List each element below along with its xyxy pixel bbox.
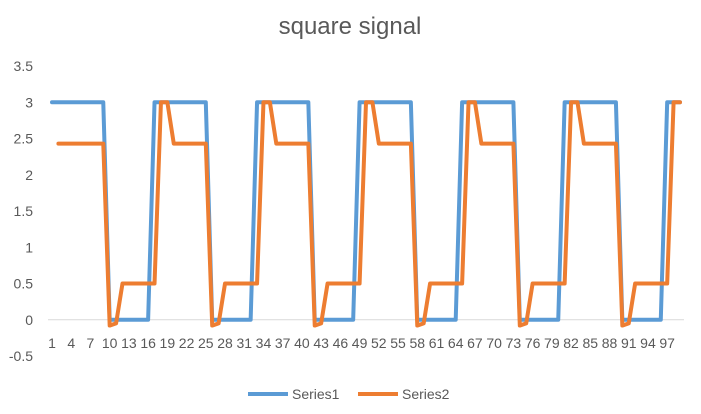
x-tick-label: 10 — [102, 335, 118, 351]
x-tick-label: 19 — [160, 335, 176, 351]
x-tick-label: 70 — [486, 335, 502, 351]
y-tick-label: 1 — [25, 239, 33, 255]
x-tick-label: 67 — [467, 335, 483, 351]
y-axis-ticks: 3.5 3 2.5 2 1.5 1 0.5 0 -0.5 — [9, 58, 33, 364]
x-tick-label: 76 — [525, 335, 541, 351]
x-tick-label: 73 — [506, 335, 522, 351]
y-tick-label: -0.5 — [9, 348, 33, 364]
x-axis-ticks: 1 4 7 10 13 16 19 22 25 28 31 34 37 40 43 46 49 52 55 58 61 6… — [48, 335, 675, 351]
x-tick-label: 85 — [582, 335, 598, 351]
x-tick-label: 46 — [333, 335, 349, 351]
legend-label: Series1 — [292, 386, 340, 402]
x-tick-label: 82 — [563, 335, 579, 351]
x-tick-label: 16 — [140, 335, 156, 351]
x-tick-label: 7 — [87, 335, 95, 351]
x-tick-label: 31 — [236, 335, 252, 351]
y-tick-label: 3 — [25, 94, 33, 110]
x-tick-label: 58 — [409, 335, 425, 351]
x-tick-label: 37 — [275, 335, 291, 351]
x-tick-label: 13 — [121, 335, 137, 351]
x-tick-label: 97 — [659, 335, 675, 351]
x-tick-label: 79 — [544, 335, 560, 351]
x-tick-label: 22 — [179, 335, 195, 351]
series-line-series2 — [56, 100, 682, 328]
y-tick-label: 0 — [25, 312, 33, 328]
y-tick-label: 3.5 — [14, 58, 34, 74]
x-tick-label: 43 — [313, 335, 329, 351]
x-tick-label: 52 — [371, 335, 387, 351]
x-tick-label: 61 — [429, 335, 445, 351]
x-tick-label: 40 — [294, 335, 310, 351]
x-tick-label: 4 — [67, 335, 75, 351]
x-tick-label: 94 — [640, 335, 656, 351]
legend: Series1 Series2 — [248, 386, 450, 402]
x-tick-label: 34 — [256, 335, 272, 351]
x-tick-label: 88 — [602, 335, 618, 351]
x-tick-label: 49 — [352, 335, 368, 351]
y-tick-label: 2.5 — [14, 131, 34, 147]
x-tick-label: 91 — [621, 335, 637, 351]
y-tick-label: 1.5 — [14, 203, 34, 219]
x-tick-label: 28 — [217, 335, 233, 351]
y-tick-label: 0.5 — [14, 276, 34, 292]
x-tick-label: 25 — [198, 335, 214, 351]
chart-title: square signal — [279, 13, 422, 40]
x-tick-label: 1 — [48, 335, 56, 351]
x-tick-label: 64 — [448, 335, 464, 351]
x-tick-label: 55 — [390, 335, 406, 351]
legend-label: Series2 — [402, 386, 450, 402]
series-lines — [50, 100, 682, 328]
y-tick-label: 2 — [25, 167, 33, 183]
